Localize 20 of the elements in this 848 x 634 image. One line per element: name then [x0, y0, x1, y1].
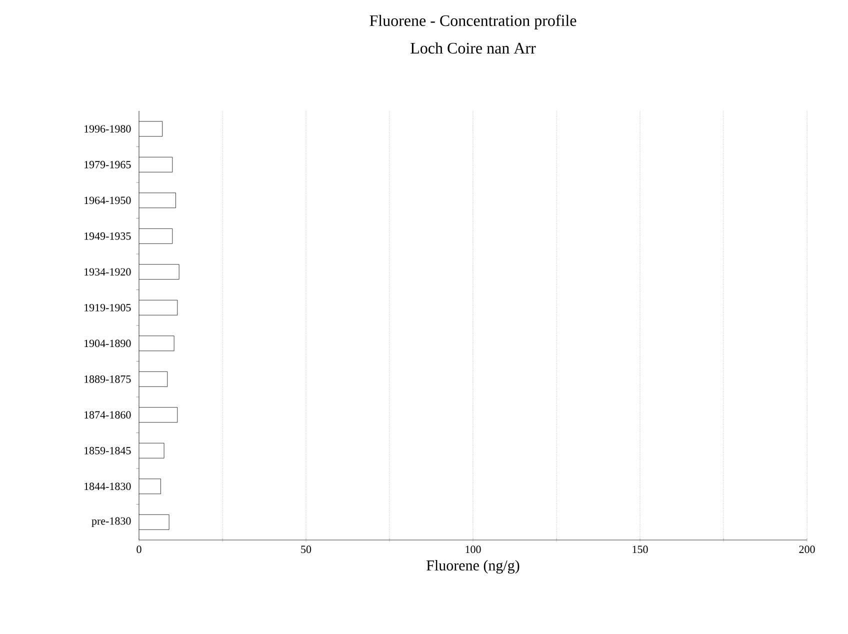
y-tick-label: 1874-1860: [84, 411, 131, 419]
chart-subtitle: Loch Coire nan Arr: [410, 42, 536, 54]
x-tick-label: 200: [799, 546, 815, 554]
y-tick-label: 1844-1830: [84, 482, 131, 490]
y-tick-label: 1859-1845: [84, 446, 131, 454]
x-tick-label: 100: [466, 546, 481, 554]
x-tick-label: 0: [136, 546, 142, 554]
y-tick-label: 1919-1905: [84, 304, 131, 312]
x-tick-label: 50: [301, 546, 312, 554]
y-tick-label: 1904-1890: [84, 340, 131, 348]
x-axis-title: Fluorene (ng/g): [426, 560, 520, 574]
y-tick-label: 1889-1875: [84, 375, 131, 383]
chart-title: Fluorene - Concentration profile: [370, 14, 576, 30]
y-tick-label: 1949-1935: [84, 232, 131, 240]
y-tick-label: 1934-1920: [84, 268, 131, 276]
y-tick-label: 1979-1965: [84, 160, 131, 168]
y-tick-label: 1964-1950: [84, 196, 131, 204]
y-tick-label: 1996-1980: [84, 125, 131, 133]
y-tick-label: pre-1830: [92, 517, 131, 527]
x-tick-label: 150: [632, 546, 648, 554]
